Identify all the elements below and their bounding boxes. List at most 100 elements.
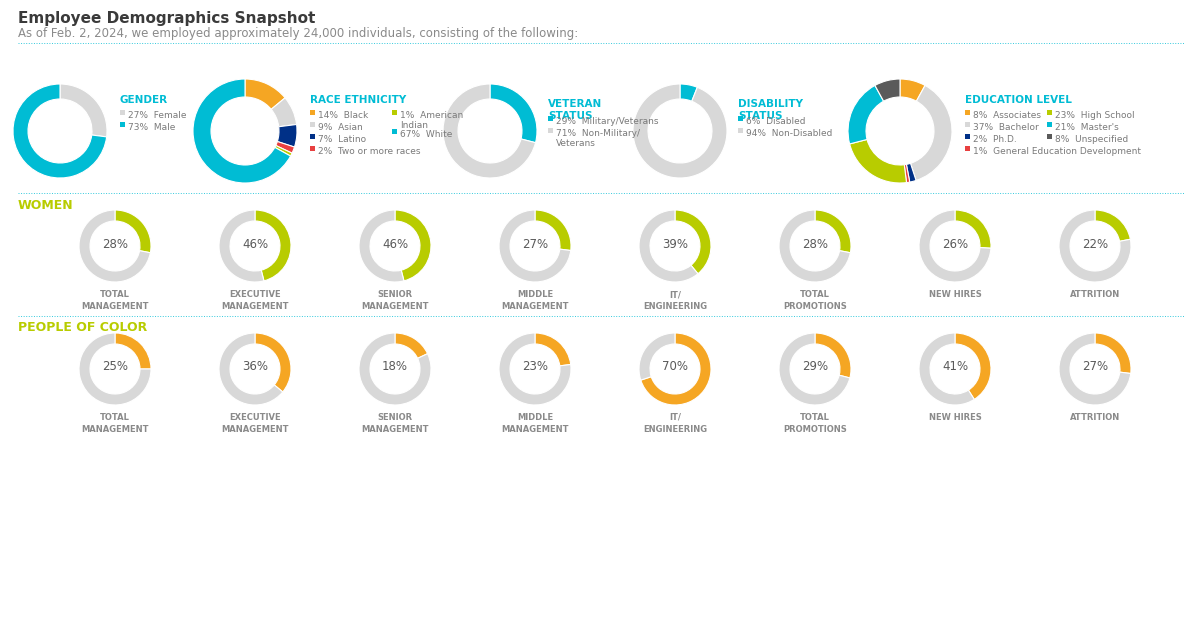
Text: IT/
ENGINEERING: IT/ ENGINEERING <box>643 290 707 310</box>
Wedge shape <box>906 163 916 182</box>
Text: 8%  Unspecified: 8% Unspecified <box>1055 135 1128 144</box>
Bar <box>1046 134 1052 139</box>
Bar <box>1046 122 1052 127</box>
Wedge shape <box>1060 333 1130 405</box>
Text: 71%  Non-Military/
Veterans: 71% Non-Military/ Veterans <box>556 129 640 148</box>
Bar <box>965 110 970 115</box>
Bar <box>965 134 970 139</box>
Bar <box>1046 110 1052 115</box>
Wedge shape <box>277 124 296 147</box>
Bar <box>120 110 125 115</box>
Text: 21%  Master's: 21% Master's <box>1055 123 1118 132</box>
Text: 1%  General Education Development: 1% General Education Development <box>973 147 1141 156</box>
Wedge shape <box>13 84 107 178</box>
Wedge shape <box>955 333 991 399</box>
Wedge shape <box>875 79 900 101</box>
Text: 14%  Black: 14% Black <box>318 111 368 120</box>
Text: WOMEN: WOMEN <box>18 199 73 212</box>
Bar <box>120 122 125 127</box>
Text: 1%  American
Indian: 1% American Indian <box>400 111 463 130</box>
Wedge shape <box>640 210 698 282</box>
Text: 29%  Military/Veterans: 29% Military/Veterans <box>556 117 659 126</box>
Text: TOTAL
MANAGEMENT: TOTAL MANAGEMENT <box>82 413 149 434</box>
Text: 7%  Latino: 7% Latino <box>318 135 366 144</box>
Text: 46%: 46% <box>242 237 268 250</box>
Wedge shape <box>955 210 991 248</box>
Bar <box>310 110 314 115</box>
Text: EDUCATION LEVEL: EDUCATION LEVEL <box>965 95 1072 105</box>
Bar <box>738 128 743 133</box>
Text: RACE ETHNICITY: RACE ETHNICITY <box>310 95 407 105</box>
Wedge shape <box>193 79 290 183</box>
Wedge shape <box>115 333 151 369</box>
Text: 37%  Bachelor: 37% Bachelor <box>973 123 1039 132</box>
Text: 27%: 27% <box>1082 361 1108 373</box>
Text: 23%: 23% <box>522 361 548 373</box>
Wedge shape <box>535 210 571 250</box>
Wedge shape <box>1096 210 1130 242</box>
Bar <box>392 129 397 134</box>
Text: 22%: 22% <box>1082 237 1108 250</box>
Wedge shape <box>276 142 294 153</box>
Wedge shape <box>60 84 107 137</box>
Text: IT/
ENGINEERING: IT/ ENGINEERING <box>643 413 707 434</box>
Wedge shape <box>443 84 535 178</box>
Wedge shape <box>1060 210 1130 282</box>
Bar <box>548 128 553 133</box>
Wedge shape <box>395 333 427 358</box>
Text: 94%  Non-Disabled: 94% Non-Disabled <box>746 129 833 138</box>
Wedge shape <box>815 210 851 253</box>
Text: EXECUTIVE
MANAGEMENT: EXECUTIVE MANAGEMENT <box>221 413 289 434</box>
Text: SENIOR
MANAGEMENT: SENIOR MANAGEMENT <box>361 413 428 434</box>
Wedge shape <box>779 333 850 405</box>
Wedge shape <box>359 210 404 282</box>
Bar <box>392 110 397 115</box>
Wedge shape <box>220 210 264 282</box>
Wedge shape <box>641 333 710 405</box>
Bar <box>738 116 743 121</box>
Text: GENDER: GENDER <box>120 95 168 105</box>
Bar <box>310 146 314 151</box>
Wedge shape <box>256 333 290 392</box>
Text: 28%: 28% <box>102 237 128 250</box>
Wedge shape <box>779 210 851 282</box>
Text: PEOPLE OF COLOR: PEOPLE OF COLOR <box>18 321 148 334</box>
Wedge shape <box>499 333 571 405</box>
Bar <box>548 116 553 121</box>
Text: NEW HIRES: NEW HIRES <box>929 290 982 299</box>
Text: 28%: 28% <box>802 237 828 250</box>
Text: 67%  White: 67% White <box>400 130 452 139</box>
Text: 70%: 70% <box>662 361 688 373</box>
Wedge shape <box>271 98 296 127</box>
Text: DISABILITY
STATUS: DISABILITY STATUS <box>738 99 803 121</box>
Text: 41%: 41% <box>942 361 968 373</box>
Text: 39%: 39% <box>662 237 688 250</box>
Bar <box>310 134 314 139</box>
Wedge shape <box>499 210 571 282</box>
Text: 73%  Male: 73% Male <box>128 123 175 132</box>
Wedge shape <box>815 333 851 378</box>
Wedge shape <box>245 79 286 109</box>
Text: ATTRITION: ATTRITION <box>1070 413 1120 422</box>
Text: TOTAL
MANAGEMENT: TOTAL MANAGEMENT <box>82 290 149 310</box>
Wedge shape <box>79 210 150 282</box>
Text: 27%  Female: 27% Female <box>128 111 186 120</box>
Text: Employee Demographics Snapshot: Employee Demographics Snapshot <box>18 11 316 26</box>
Wedge shape <box>674 210 710 274</box>
Wedge shape <box>911 86 952 181</box>
Wedge shape <box>395 210 431 281</box>
Text: As of Feb. 2, 2024, we employed approximately 24,000 individuals, consisting of : As of Feb. 2, 2024, we employed approxim… <box>18 27 578 40</box>
Wedge shape <box>919 210 991 282</box>
Text: SENIOR
MANAGEMENT: SENIOR MANAGEMENT <box>361 290 428 310</box>
Text: 26%: 26% <box>942 237 968 250</box>
Wedge shape <box>359 333 431 405</box>
Text: 36%: 36% <box>242 361 268 373</box>
Text: 2%  Ph.D.: 2% Ph.D. <box>973 135 1016 144</box>
Wedge shape <box>640 333 674 380</box>
Text: EXECUTIVE
MANAGEMENT: EXECUTIVE MANAGEMENT <box>221 290 289 310</box>
Text: 9%  Asian: 9% Asian <box>318 123 362 132</box>
Wedge shape <box>490 84 536 143</box>
Text: NEW HIRES: NEW HIRES <box>929 413 982 422</box>
Wedge shape <box>850 140 906 183</box>
Bar <box>965 146 970 151</box>
